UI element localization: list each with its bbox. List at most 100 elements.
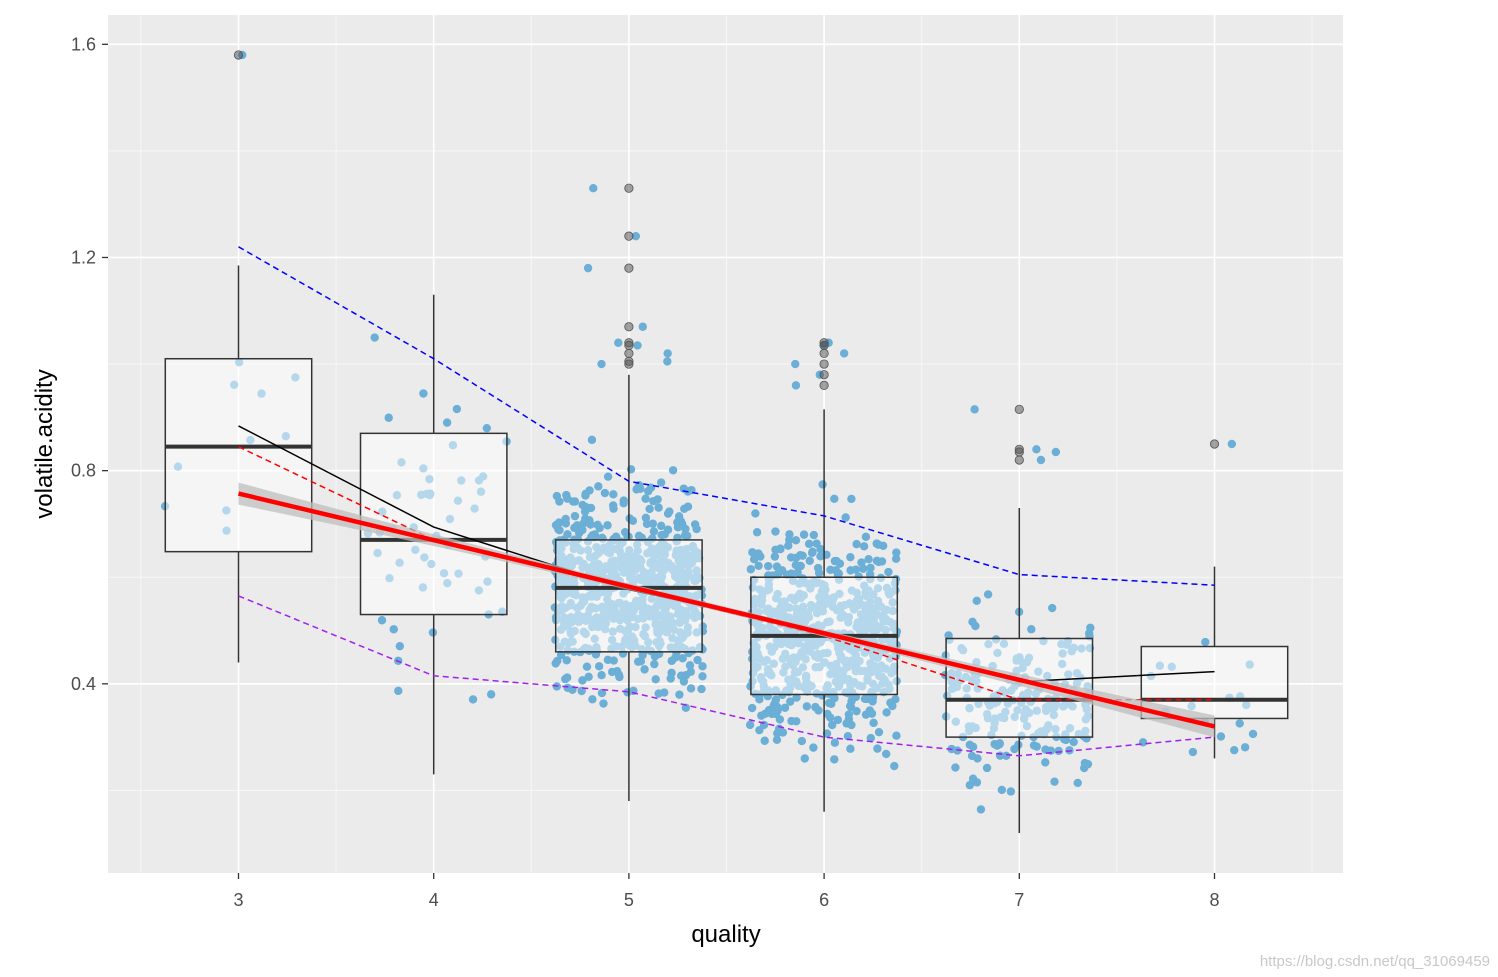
data-point [377, 616, 387, 625]
box-outlier [624, 231, 634, 241]
box-outlier [624, 338, 634, 348]
data-point [660, 530, 669, 539]
data-point [597, 671, 606, 680]
summary-line-dashed [238, 246, 1215, 586]
data-point [780, 703, 790, 712]
data-point [609, 504, 618, 513]
data-point [976, 805, 986, 814]
data-point [802, 702, 812, 711]
box-iqr [164, 357, 313, 553]
data-point [578, 676, 587, 685]
data-point [594, 482, 603, 491]
data-point [686, 667, 696, 677]
data-point [973, 754, 982, 763]
data-point [698, 672, 707, 681]
data-point [814, 568, 824, 578]
data-point [842, 719, 851, 728]
y-tick-label: 0.8 [71, 461, 96, 481]
data-point [1051, 447, 1061, 457]
data-point [771, 545, 780, 554]
data-point [792, 717, 801, 726]
data-point [882, 708, 891, 717]
data-point [678, 654, 687, 663]
data-point [860, 694, 870, 704]
data-point [582, 662, 592, 671]
data-point [823, 709, 832, 719]
data-point [675, 690, 684, 699]
data-point [394, 686, 403, 696]
data-point [442, 418, 452, 427]
data-point [597, 359, 606, 369]
data-point [1027, 625, 1036, 634]
data-point [651, 675, 660, 684]
x-tick-label: 7 [1014, 890, 1024, 910]
data-point [680, 531, 690, 540]
data-point [751, 509, 760, 518]
data-point [846, 552, 855, 562]
summary-line-dashed [238, 595, 1215, 757]
box-outlier [624, 322, 634, 332]
data-point [745, 720, 755, 730]
data-point [370, 333, 379, 342]
data-point [764, 561, 773, 571]
data-point [835, 559, 845, 568]
data-point [888, 701, 897, 711]
data-point [847, 494, 856, 504]
data-point [1230, 745, 1239, 755]
data-point [579, 519, 588, 528]
data-point [874, 727, 884, 737]
data-point [428, 628, 438, 637]
data-point [798, 551, 807, 560]
data-point [631, 231, 641, 241]
data-point [797, 736, 807, 746]
data-point [822, 729, 832, 738]
y-tick-label: 1.6 [71, 34, 96, 54]
data-point [890, 761, 899, 771]
data-point [692, 524, 701, 534]
data-point [1240, 743, 1250, 752]
data-point [468, 695, 478, 704]
data-point [874, 540, 883, 549]
y-tick-label: 0.4 [71, 674, 96, 694]
data-point [640, 665, 649, 674]
data-point [773, 729, 782, 738]
data-point [563, 530, 572, 539]
data-point [843, 731, 853, 741]
data-point [389, 625, 398, 634]
x-axis-title: quality [691, 921, 760, 948]
data-point [641, 513, 651, 522]
data-point [668, 466, 678, 475]
data-point [681, 524, 690, 534]
data-point [673, 518, 682, 527]
data-point [586, 520, 595, 529]
data-point [1002, 751, 1011, 761]
data-point [773, 702, 782, 712]
data-point [645, 504, 654, 514]
data-point [1069, 737, 1078, 747]
data-point [851, 565, 861, 574]
data-point [580, 507, 590, 516]
data-point [685, 661, 695, 670]
data-point [649, 527, 659, 536]
data-point [1073, 778, 1082, 788]
data-point [892, 731, 901, 740]
data-point [667, 668, 676, 678]
data-point [570, 523, 579, 533]
y-tick-label: 1.2 [71, 247, 96, 267]
data-point [752, 528, 762, 537]
data-point [653, 495, 662, 504]
data-point [891, 695, 900, 704]
data-point [1041, 758, 1050, 767]
data-point [995, 751, 1005, 760]
data-point [1227, 439, 1237, 449]
data-point [686, 684, 696, 693]
data-point [633, 657, 643, 666]
data-point [867, 709, 877, 718]
data-point [841, 513, 850, 522]
data-point [654, 503, 663, 512]
data-point [656, 478, 666, 487]
data-point [581, 489, 590, 499]
data-point [1235, 719, 1244, 728]
data-point [755, 725, 764, 735]
data-point [656, 521, 666, 531]
